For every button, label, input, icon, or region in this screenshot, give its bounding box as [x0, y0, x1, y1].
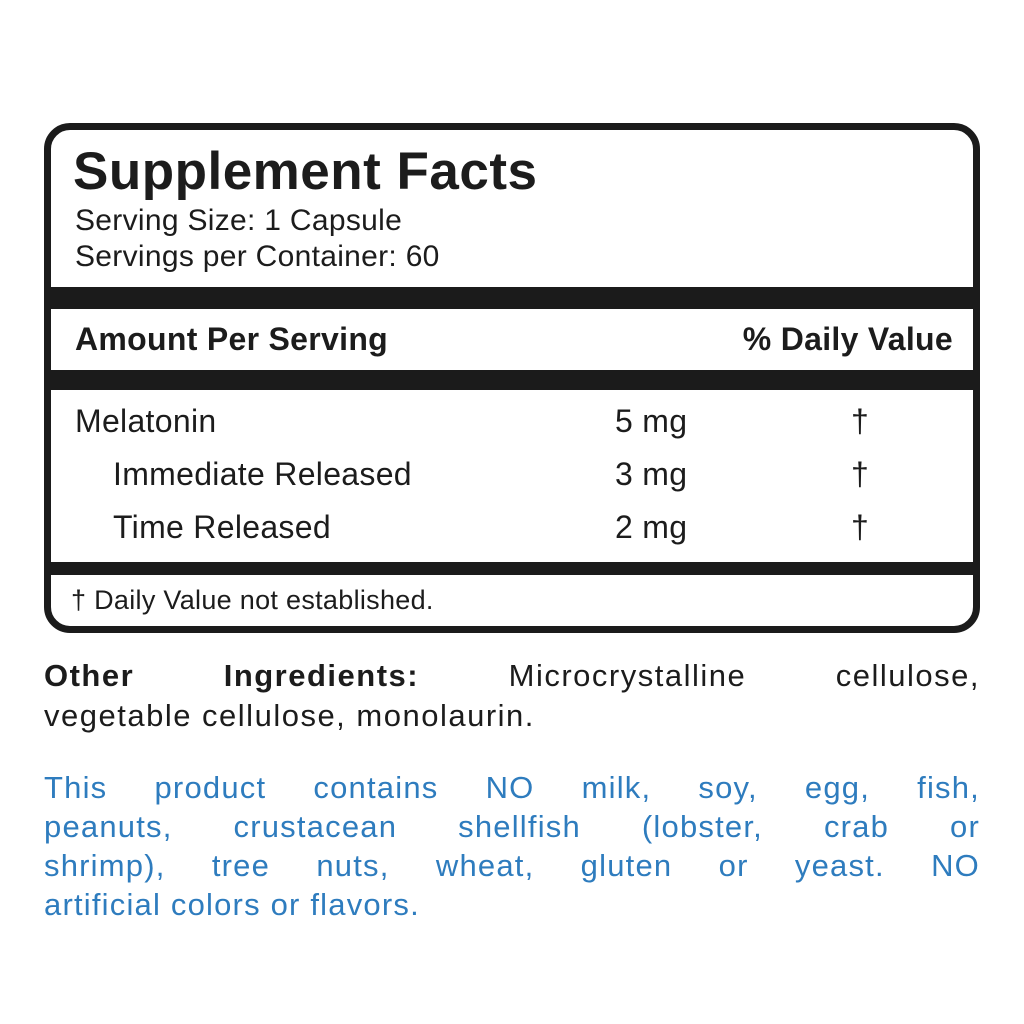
ingredient-amount: 5 mg — [615, 403, 688, 440]
ingredient-amount: 3 mg — [615, 456, 688, 493]
serving-size: Serving Size: 1 Capsule — [75, 204, 403, 238]
daily-value-symbol: † — [850, 403, 870, 440]
allergen-notice-line: peanuts, crustacean shellfish (lobster, … — [44, 809, 980, 844]
divider-thick-mid — [51, 370, 973, 391]
ingredient-name: Time Released — [113, 509, 331, 546]
ingredient-rows: Melatonin 5 mg † Immediate Released 3 mg † Tim… — [51, 390, 973, 562]
other-ingredients: Other Ingredients: Microcrystalline cell… — [44, 656, 980, 736]
ingredient-name: Immediate Released — [113, 456, 412, 493]
servings-per-container: Servings per Container: 60 — [75, 240, 440, 274]
panel-title: Supplement Facts — [73, 142, 538, 201]
table-row: Time Released 2 mg † — [75, 501, 955, 554]
table-row: Immediate Released 3 mg † — [75, 448, 955, 501]
allergen-notice-line: This product contains NO milk, soy, egg,… — [44, 770, 980, 805]
daily-value-footnote: † Daily Value not established. — [71, 585, 434, 615]
other-ingredients-label: Other Ingredients: — [44, 658, 420, 693]
ingredient-name: Melatonin — [75, 403, 217, 440]
ingredient-amount: 2 mg — [615, 509, 688, 546]
other-ingredients-line2: vegetable cellulose, monolaurin. — [44, 698, 535, 733]
allergen-notice-line: shrimp), tree nuts, wheat, gluten or yea… — [44, 848, 980, 883]
other-ingredients-line1: Other Ingredients: Microcrystalline cell… — [44, 656, 980, 696]
column-header-row: Amount Per Serving % Daily Value — [51, 309, 973, 370]
other-ingredients-text1: Microcrystalline cellulose, — [419, 658, 980, 693]
supplement-facts-panel: Supplement Facts Serving Size: 1 Capsule… — [44, 123, 980, 633]
daily-value-symbol: † — [850, 509, 870, 546]
allergen-notice-line: artificial colors or flavors. — [44, 887, 420, 922]
column-amount-per-serving: Amount Per Serving — [75, 321, 389, 358]
column-daily-value: % Daily Value — [742, 321, 953, 358]
allergen-notice: This product contains NO milk, soy, egg,… — [44, 768, 980, 924]
daily-value-symbol: † — [850, 456, 870, 493]
divider-thick-top — [51, 287, 973, 309]
table-row: Melatonin 5 mg † — [75, 395, 955, 448]
divider-thin-bottom — [51, 562, 973, 575]
